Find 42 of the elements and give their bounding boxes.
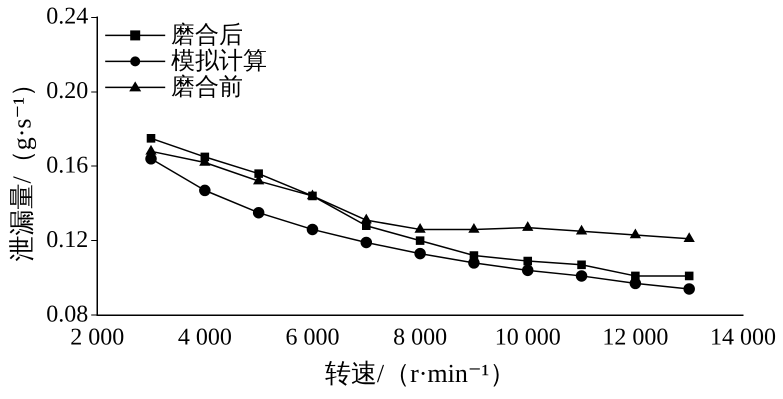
x-tick-label: 2 000 [70, 324, 124, 351]
x-tick-label: 12 000 [602, 324, 668, 351]
point [199, 184, 211, 196]
point [684, 232, 694, 242]
y-tick-label: 0.24 [46, 4, 88, 30]
point [306, 224, 318, 236]
point [360, 236, 372, 248]
point [145, 153, 157, 165]
point [576, 270, 588, 282]
point [252, 206, 264, 218]
legend-label: 模拟计算 [171, 48, 268, 75]
point [522, 264, 534, 276]
x-tick-label: 6 000 [285, 324, 340, 351]
point [146, 134, 156, 143]
point [416, 236, 424, 245]
x-tick-label: 10 000 [494, 324, 561, 351]
y-tick-label: 0.08 [46, 301, 88, 328]
point [200, 152, 210, 162]
x-tick-label: 4 000 [178, 324, 232, 351]
legend-label: 磨合后 [171, 22, 244, 49]
y-tick-label: 0.12 [46, 226, 88, 253]
point [415, 224, 426, 233]
point [414, 248, 426, 260]
legend-label: 磨合前 [171, 74, 244, 101]
y-tick-label: 0.16 [46, 152, 88, 178]
point [683, 283, 695, 295]
point [576, 226, 587, 235]
x-tick-label: 14 000 [710, 324, 776, 351]
point [522, 222, 533, 231]
point [631, 272, 640, 280]
point [577, 260, 586, 270]
y-tick-label: 0.20 [46, 78, 88, 104]
point [308, 192, 317, 200]
point [684, 272, 694, 280]
point [254, 169, 263, 178]
point [468, 224, 479, 233]
point [470, 251, 478, 260]
y-axis-title: 泄漏量/（g·s⁻¹） [7, 70, 36, 262]
point [523, 256, 532, 266]
point [630, 229, 640, 238]
x-axis-title: 转速/（r·min⁻¹） [324, 359, 516, 388]
x-tick-label: 8 000 [393, 324, 448, 351]
